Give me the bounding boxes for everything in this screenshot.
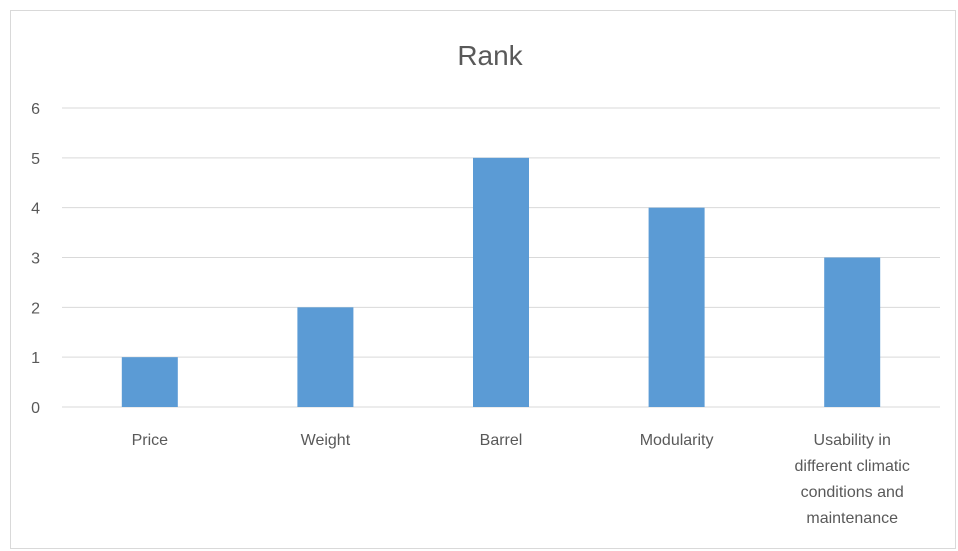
x-category-label-line: conditions and (801, 484, 904, 501)
y-tick-label: 2 (31, 300, 40, 317)
chart-title: Rank (457, 40, 523, 71)
x-category-label-line: Price (132, 432, 169, 449)
bars (121, 157, 881, 407)
bar-price (121, 357, 178, 407)
x-category-label: Modularity (640, 432, 714, 449)
x-category-label-line: maintenance (806, 510, 898, 527)
bar-modularity (648, 207, 705, 407)
x-category-label: Usability in different climatic conditions… (795, 432, 910, 527)
y-tick-label: 3 (31, 251, 40, 268)
x-axis-category-labels: Price Weight Barrel Modularity Usability in d… (132, 432, 910, 527)
bar-weight (297, 307, 354, 407)
x-category-label-line: Weight (301, 432, 351, 449)
x-category-label-line: Usability in (814, 432, 891, 449)
x-category-label: Weight (301, 432, 351, 449)
y-tick-label: 5 (31, 151, 40, 168)
x-category-label: Price (132, 432, 169, 449)
y-tick-label: 0 (31, 400, 40, 417)
y-axis-tick-labels: 0 1 2 3 4 5 6 (31, 101, 40, 417)
bar-barrel (473, 157, 529, 407)
x-category-label: Barrel (480, 432, 523, 449)
y-tick-label: 4 (31, 201, 40, 218)
bar-usability-in-different-climatic-conditions-and-maintenance (824, 257, 881, 407)
x-category-label-line: Barrel (480, 432, 523, 449)
x-category-label-line: different climatic (795, 458, 910, 475)
x-category-label-line: Modularity (640, 432, 714, 449)
y-tick-label: 6 (31, 101, 40, 118)
y-tick-label: 1 (31, 350, 40, 367)
